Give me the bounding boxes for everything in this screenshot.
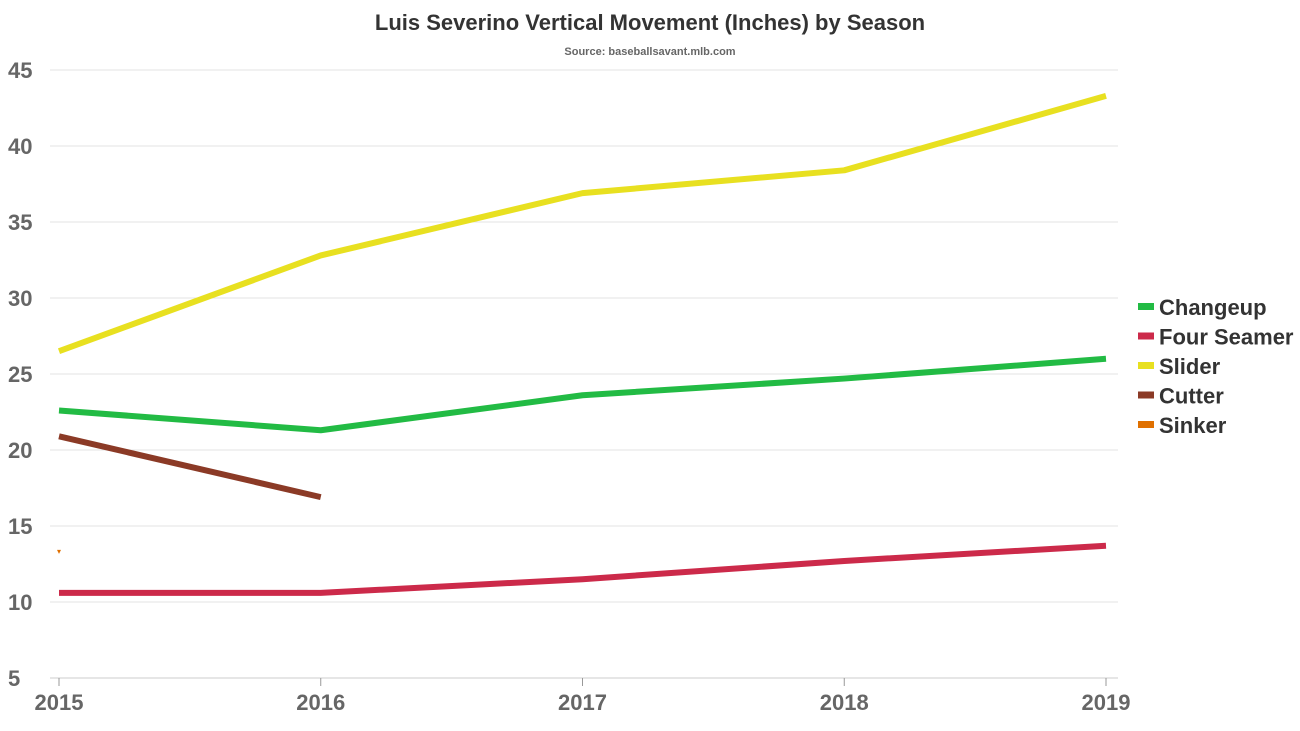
x-axis: 2015 2016 2017 2018 2019 (35, 677, 1131, 715)
series-point-sinker (57, 549, 61, 554)
chart-subtitle: Source: baseballsavant.mlb.com (564, 46, 735, 58)
y-tick-label: 20 (8, 438, 32, 463)
legend-swatch-sinker (1138, 421, 1154, 428)
legend-label-slider: Slider (1159, 354, 1221, 379)
x-tick-label: 2017 (558, 690, 607, 715)
series-line-cutter (58, 433, 322, 501)
legend: Changeup Four Seamer Slider Cutter Sinker (1138, 295, 1294, 438)
y-tick-label: 5 (8, 666, 20, 691)
legend-label-four-seamer: Four Seamer (1159, 325, 1294, 350)
x-tick-label: 2016 (296, 690, 345, 715)
x-tick-label: 2015 (35, 690, 84, 715)
legend-swatch-changeup (1138, 303, 1154, 310)
y-tick-label: 30 (8, 286, 32, 311)
x-tick-label: 2018 (820, 690, 869, 715)
chart-title: Luis Severino Vertical Movement (Inches)… (375, 10, 925, 35)
series-lines (57, 92, 1107, 596)
legend-swatch-slider (1138, 362, 1154, 369)
y-tick-label: 10 (8, 590, 32, 615)
series-line-slider (57, 92, 1107, 355)
y-tick-label: 45 (8, 58, 32, 83)
y-tick-label: 15 (8, 514, 32, 539)
x-tick-label: 2019 (1082, 690, 1131, 715)
series-line-four-seamer (59, 542, 1107, 596)
series-line-changeup (58, 355, 1107, 434)
legend-swatch-four-seamer (1138, 332, 1154, 340)
y-tick-label: 35 (8, 210, 32, 235)
y-tick-label: 25 (8, 362, 32, 387)
gridlines (50, 69, 1118, 679)
y-tick-label: 40 (8, 134, 32, 159)
y-axis: 5 10 15 20 25 30 35 40 45 (8, 58, 32, 691)
legend-label-changeup: Changeup (1159, 295, 1267, 320)
legend-label-cutter: Cutter (1159, 384, 1224, 409)
legend-label-sinker: Sinker (1159, 413, 1227, 438)
legend-swatch-cutter (1138, 391, 1154, 399)
